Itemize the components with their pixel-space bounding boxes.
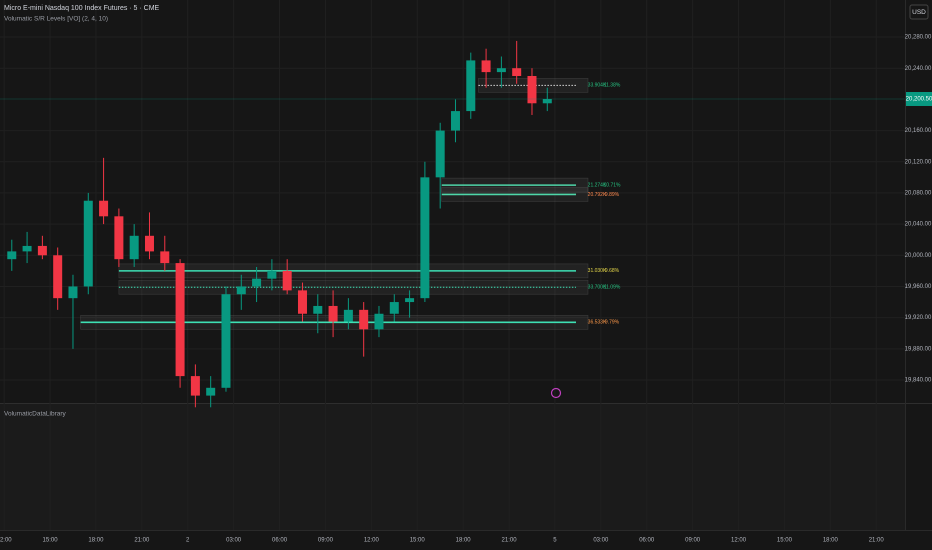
- candle-body: [374, 313, 384, 330]
- y-tick-label: 20,240.00: [905, 66, 932, 72]
- candle-body: [114, 216, 124, 260]
- x-tick-label: 15:00: [43, 538, 59, 544]
- x-tick-label: 12:00: [731, 538, 747, 544]
- candle-body: [267, 270, 277, 279]
- x-tick-label: 09:00: [318, 538, 334, 544]
- x-tick-label: 2: [186, 538, 190, 544]
- x-tick-label: 21:00: [502, 538, 518, 544]
- y-tick-label: 19,920.00: [905, 315, 932, 321]
- x-tick-label: 03:00: [226, 538, 242, 544]
- level-percent: 10.71%: [604, 182, 622, 188]
- candle-body: [343, 309, 353, 322]
- x-tick-label: 18:00: [456, 538, 472, 544]
- candle-body: [68, 286, 78, 299]
- indicator-pane: [0, 404, 905, 530]
- x-tick-label: 12:00: [0, 538, 12, 544]
- candle-body: [420, 177, 430, 299]
- candle-body: [450, 111, 460, 131]
- candle-body: [7, 251, 17, 260]
- level-percent: 11.09%: [604, 285, 621, 291]
- indicator-title: Volumatic S/R Levels [VO] (2, 4, 10): [4, 16, 108, 23]
- x-tick-label: 03:00: [593, 538, 609, 544]
- grid: [0, 0, 905, 530]
- level-volume: 21.274K: [588, 182, 607, 188]
- x-tick-label: 5: [553, 538, 557, 544]
- candle-body: [389, 302, 399, 314]
- x-tick-label: 12:00: [364, 538, 380, 544]
- candle-body: [512, 68, 522, 77]
- y-tick-label: 20,080.00: [905, 191, 932, 197]
- level-percent: 9.89%: [605, 192, 620, 198]
- candle-body: [190, 376, 200, 396]
- candle-body: [160, 251, 170, 264]
- candle-body: [22, 245, 32, 252]
- candle-body: [405, 298, 415, 303]
- level-volume: 36.533K: [588, 320, 607, 326]
- level-percent: 9.79%: [605, 320, 620, 326]
- y-tick-label: 20,280.00: [905, 35, 932, 41]
- last-price-box: [906, 91, 932, 106]
- x-tick-label: 21:00: [869, 538, 885, 544]
- candle-body: [435, 130, 445, 178]
- candle-body: [37, 245, 47, 256]
- level-volume: 20.792K: [588, 192, 607, 198]
- candle-body: [496, 68, 506, 73]
- candle-body: [328, 305, 338, 322]
- candle-body: [359, 309, 369, 330]
- candle-body: [99, 200, 109, 217]
- pane2-title: VolumaticDataLibrary: [4, 411, 67, 418]
- candle-body: [252, 278, 262, 287]
- candle-body: [297, 290, 307, 314]
- currency-box[interactable]: [909, 4, 929, 20]
- y-tick-label: 20,040.00: [905, 222, 932, 228]
- y-tick-label: 20,120.00: [905, 159, 932, 165]
- candle-body: [542, 98, 552, 104]
- candle-body: [313, 305, 323, 314]
- y-tick-label: 19,960.00: [905, 284, 932, 290]
- candle-body: [83, 200, 93, 287]
- y-tick-label: 19,880.00: [905, 346, 932, 352]
- candles: [7, 40, 552, 408]
- x-tick-label: 06:00: [272, 538, 288, 544]
- x-tick-label: 15:00: [410, 538, 426, 544]
- x-tick-label: 06:00: [639, 538, 655, 544]
- x-tick-label: 18:00: [88, 538, 104, 544]
- candle-body: [221, 294, 231, 388]
- y-tick-label: 20,000.00: [905, 253, 932, 259]
- candle-body: [282, 270, 292, 291]
- level-volume: 33.904K: [588, 83, 607, 89]
- y-tick-label: 20,160.00: [905, 128, 932, 134]
- x-tick-label: 21:00: [134, 538, 150, 544]
- level-percent: 11.38%: [604, 83, 621, 89]
- x-tick-label: 09:00: [685, 538, 701, 544]
- candle-body: [466, 60, 476, 112]
- y-tick-label: 19,840.00: [905, 378, 932, 384]
- symbol-title: Micro E-mini Nasdaq 100 Index Futures · …: [4, 5, 160, 12]
- level-percent: 9.68%: [605, 268, 620, 274]
- candle-body: [175, 263, 185, 377]
- level-volume: 33.700K: [588, 285, 607, 291]
- last-price-label: 20,200.50: [906, 97, 932, 103]
- event-icon[interactable]: [550, 387, 562, 399]
- candle-body: [129, 235, 139, 260]
- candle-body: [527, 76, 537, 104]
- candle-body: [206, 387, 216, 396]
- x-tick-label: 15:00: [777, 538, 793, 544]
- currency[interactable]: USD: [912, 9, 926, 16]
- axes: 20,280.00 20,240.00 20,160.00 20,120.00 20,0…: [0, 35, 932, 544]
- x-tick-label: 18:00: [823, 538, 839, 544]
- candle-body: [144, 235, 154, 252]
- candle-body: [236, 286, 246, 295]
- level-volume: 31.030K: [588, 268, 607, 274]
- candle-body: [481, 60, 491, 73]
- candle-body: [53, 255, 63, 299]
